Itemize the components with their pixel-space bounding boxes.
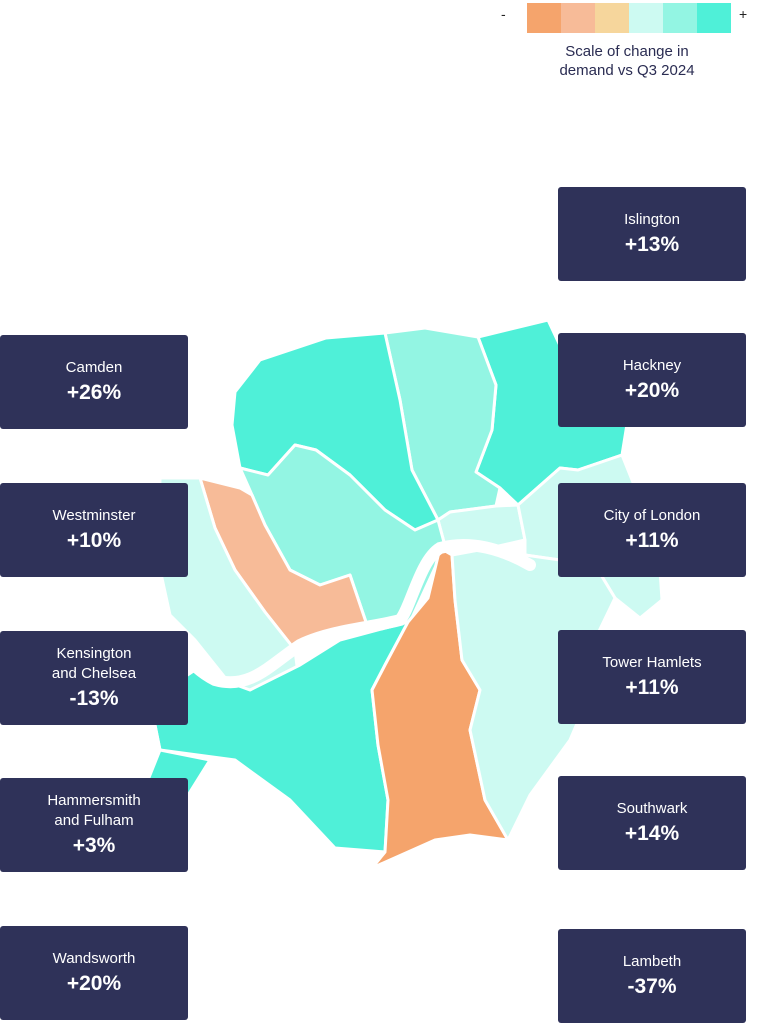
legend-caption: Scale of change in demand vs Q3 2024 — [559, 43, 695, 79]
card-city-of-london[interactable]: City of London +11% — [558, 483, 746, 577]
legend-color-scale — [527, 3, 731, 33]
legend-swatch — [663, 3, 697, 33]
borough-name: Westminster — [52, 507, 136, 524]
borough-southwark[interactable] — [450, 546, 617, 842]
borough-name: Lambeth — [622, 953, 682, 970]
borough-change: +3% — [72, 834, 116, 857]
legend-plus-label: + — [739, 6, 748, 22]
borough-name: City of London — [603, 507, 701, 524]
borough-change: +20% — [624, 379, 680, 402]
legend: - + Scale of change in demand vs Q3 2024 — [495, 0, 759, 90]
legend-minus-label: - — [501, 6, 506, 22]
card-hammersmith-and-fulham[interactable]: Hammersmith and Fulham +3% — [0, 778, 188, 872]
borough-change: -37% — [627, 975, 677, 998]
card-kensington-and-chelsea[interactable]: Kensington and Chelsea -13% — [0, 631, 188, 725]
card-camden[interactable]: Camden +26% — [0, 335, 188, 429]
borough-name: Kensington and Chelsea — [51, 645, 137, 682]
borough-change: +26% — [66, 381, 122, 404]
legend-swatch — [527, 3, 561, 33]
borough-change: +11% — [625, 676, 679, 699]
legend-swatch — [697, 3, 731, 33]
card-hackney[interactable]: Hackney +20% — [558, 333, 746, 427]
borough-change: +10% — [66, 529, 122, 552]
borough-name: Islington — [624, 211, 680, 228]
card-islington[interactable]: Islington +13% — [558, 187, 746, 281]
borough-name: Tower Hamlets — [602, 654, 702, 671]
card-wandsworth[interactable]: Wandsworth +20% — [0, 926, 188, 1020]
borough-change: +20% — [66, 972, 122, 995]
legend-swatch — [561, 3, 595, 33]
borough-change: +13% — [624, 233, 680, 256]
card-westminster[interactable]: Westminster +10% — [0, 483, 188, 577]
borough-name: Hackney — [622, 357, 682, 374]
borough-name: Camden — [65, 359, 123, 376]
river-thames — [164, 538, 536, 689]
borough-name: Hammersmith and Fulham — [47, 792, 141, 829]
card-southwark[interactable]: Southwark +14% — [558, 776, 746, 870]
borough-name: Wandsworth — [52, 950, 136, 967]
legend-swatch — [595, 3, 629, 33]
borough-change: +14% — [624, 822, 680, 845]
borough-change: +11% — [625, 529, 679, 552]
borough-name: Southwark — [616, 800, 688, 817]
card-tower-hamlets[interactable]: Tower Hamlets +11% — [558, 630, 746, 724]
borough-change: -13% — [69, 687, 119, 710]
legend-swatch — [629, 3, 663, 33]
card-lambeth[interactable]: Lambeth -37% — [558, 929, 746, 1023]
